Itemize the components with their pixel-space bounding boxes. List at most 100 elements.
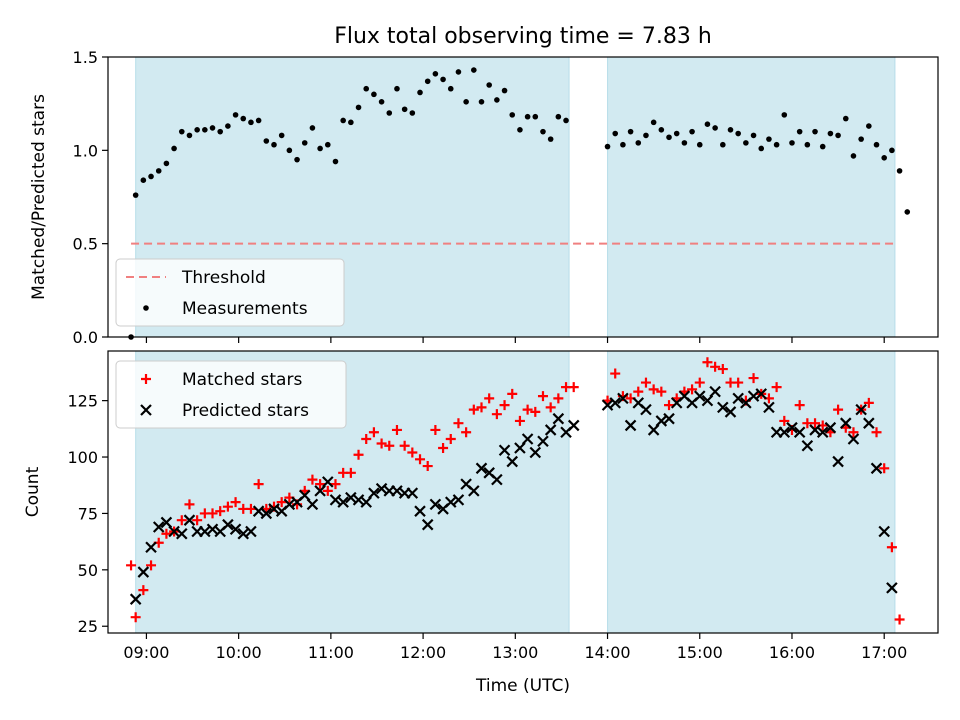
- legend-swatch: [141, 374, 151, 384]
- data-point: [781, 112, 788, 118]
- data-point: [779, 415, 790, 426]
- data-point: [620, 141, 626, 148]
- data-point: [194, 127, 200, 133]
- data-point: [184, 499, 195, 510]
- data-point: [368, 487, 380, 499]
- data-point: [771, 382, 782, 393]
- x-tick-label: 13:00: [492, 643, 538, 662]
- data-point: [709, 385, 721, 398]
- data-point: [378, 99, 385, 105]
- data-point: [424, 78, 431, 85]
- data-point: [148, 173, 154, 180]
- data-point: [840, 417, 852, 429]
- x-tick-label: 11:00: [308, 643, 354, 662]
- data-point: [278, 132, 285, 139]
- data-point: [286, 147, 293, 154]
- data-point: [340, 117, 346, 124]
- data-point: [658, 127, 665, 133]
- data-point: [848, 427, 859, 438]
- data-point: [540, 128, 546, 135]
- data-point: [491, 409, 502, 420]
- data-point: [447, 85, 454, 92]
- count-panel: 25 50 75 100 125 09:00 10:00 11:00 12:00 13:00 14:…: [67, 350, 939, 662]
- data-point: [763, 401, 775, 414]
- data-point: [186, 132, 193, 139]
- legend-box: [115, 258, 345, 327]
- ratio-panel: 0.0 0.5 1.0 1.5 Threshold Measurements: [73, 48, 939, 347]
- data-point: [271, 141, 277, 148]
- data-point: [694, 377, 705, 388]
- data-point: [514, 442, 526, 454]
- data-point: [773, 141, 780, 148]
- data-point: [881, 155, 888, 161]
- data-point: [704, 121, 711, 127]
- data-point: [432, 71, 439, 77]
- data-point: [363, 85, 370, 92]
- series-predicted-stars: [129, 385, 898, 605]
- data-point: [835, 132, 841, 139]
- data-point: [794, 400, 805, 411]
- data-point: [401, 106, 408, 113]
- data-point: [647, 424, 660, 436]
- data-point: [656, 386, 667, 397]
- data-point: [689, 128, 695, 135]
- data-point: [758, 145, 765, 152]
- data-point: [793, 426, 806, 438]
- data-point: [530, 406, 541, 417]
- data-point: [832, 455, 844, 468]
- data-point: [429, 498, 442, 511]
- data-point: [889, 147, 895, 154]
- data-point: [633, 386, 644, 397]
- count-y-axis-label: Count: [23, 466, 43, 517]
- data-point: [222, 518, 234, 531]
- legend-label: Predicted stars: [182, 401, 309, 421]
- y-tick-label: 0.0: [73, 328, 98, 347]
- data-point: [552, 412, 565, 425]
- data-point: [871, 427, 882, 438]
- data-point: [391, 424, 402, 435]
- data-point: [463, 99, 469, 105]
- data-point: [509, 112, 516, 118]
- y-tick-label: 50: [78, 561, 98, 580]
- data-point: [160, 516, 173, 529]
- data-point: [301, 140, 308, 146]
- data-point: [317, 145, 323, 152]
- data-point: [225, 123, 231, 129]
- legend-label: Threshold: [181, 268, 266, 288]
- data-point: [507, 388, 518, 399]
- data-point: [453, 418, 464, 429]
- data-point: [499, 400, 510, 411]
- data-point: [430, 424, 441, 435]
- data-point: [532, 113, 539, 120]
- plot-frame: [107, 350, 939, 634]
- data-point: [850, 153, 857, 159]
- data-point: [298, 489, 311, 502]
- data-point: [322, 476, 334, 488]
- x-tick-label: 16:00: [769, 643, 815, 662]
- data-point: [568, 382, 579, 393]
- data-point: [353, 449, 364, 460]
- data-point: [824, 421, 837, 434]
- data-point: [743, 140, 749, 146]
- data-point: [376, 438, 387, 449]
- data-point: [178, 128, 185, 135]
- data-point: [553, 393, 564, 404]
- data-point: [563, 117, 569, 124]
- data-point: [650, 119, 657, 126]
- data-point: [137, 566, 150, 578]
- data-point: [529, 446, 542, 459]
- data-point: [816, 426, 829, 438]
- data-point: [517, 127, 523, 133]
- data-point: [222, 501, 233, 512]
- data-point: [306, 498, 319, 511]
- data-point: [409, 110, 416, 116]
- data-point: [896, 168, 903, 174]
- data-point: [696, 141, 703, 148]
- x-tick-label: 12:00: [400, 643, 446, 662]
- data-point: [755, 388, 768, 400]
- data-point: [315, 479, 326, 490]
- data-point: [514, 415, 525, 426]
- series-measurements: [128, 67, 911, 340]
- data-point: [712, 125, 718, 131]
- data-point: [471, 67, 477, 73]
